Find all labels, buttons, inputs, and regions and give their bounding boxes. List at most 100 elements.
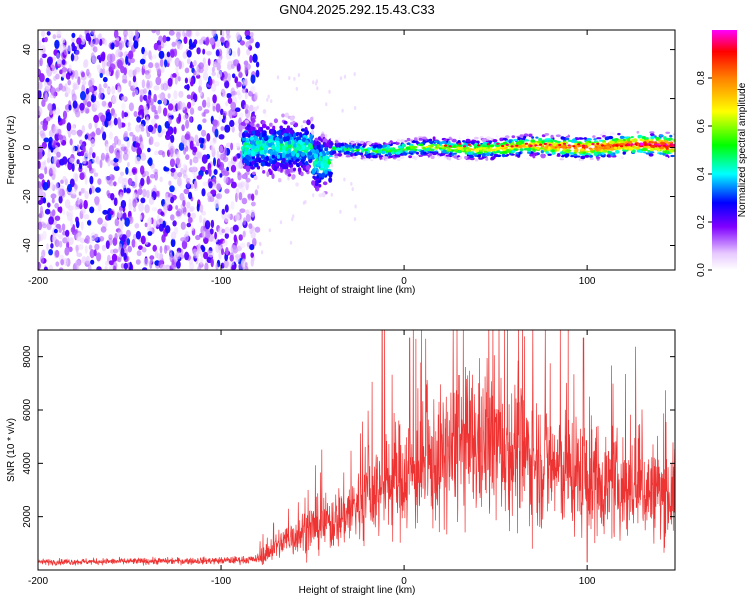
noise-blob bbox=[186, 94, 192, 100]
noise-blob bbox=[253, 92, 258, 101]
noise-blob bbox=[166, 51, 171, 58]
noise-blob bbox=[128, 80, 132, 87]
noise-blob bbox=[216, 193, 223, 200]
onset-blob bbox=[276, 154, 281, 159]
noise-blob bbox=[44, 92, 48, 101]
noise-blob bbox=[62, 175, 67, 182]
signal-blob bbox=[669, 149, 674, 153]
signal-blob bbox=[665, 154, 669, 158]
signal-blob bbox=[468, 148, 473, 151]
noise-blob bbox=[157, 124, 162, 134]
noise-blob bbox=[193, 60, 197, 67]
noise-blob bbox=[249, 244, 255, 251]
noise-blob bbox=[109, 131, 113, 140]
onset-blob bbox=[314, 180, 319, 187]
onset-blob bbox=[281, 145, 287, 150]
signal-blob bbox=[529, 153, 534, 157]
onset-blob bbox=[313, 161, 318, 165]
faint-blob bbox=[339, 209, 342, 214]
signal-blob bbox=[570, 155, 574, 158]
signal-peak bbox=[648, 143, 652, 146]
signal-blob bbox=[601, 159, 606, 163]
noise-blob bbox=[215, 39, 221, 48]
noise-blob bbox=[176, 31, 181, 39]
signal-blob bbox=[449, 160, 453, 164]
signal-blob bbox=[649, 131, 655, 134]
noise-blob bbox=[74, 184, 79, 190]
noise-blob bbox=[195, 31, 200, 37]
signal-blob bbox=[502, 141, 507, 145]
onset-blob bbox=[244, 120, 249, 124]
noise-blob bbox=[157, 105, 162, 114]
signal-blob bbox=[508, 140, 512, 144]
signal-blob bbox=[382, 138, 386, 141]
noise-blob bbox=[251, 193, 255, 201]
noise-blob bbox=[44, 36, 48, 43]
noise-blob bbox=[106, 190, 110, 197]
onset-blob bbox=[289, 130, 295, 135]
noise-blob bbox=[56, 151, 61, 158]
signal-blob bbox=[411, 140, 417, 143]
signal-blob bbox=[335, 143, 339, 148]
noise-blob bbox=[227, 97, 233, 104]
noise-blob bbox=[153, 219, 157, 229]
noise-blob bbox=[236, 81, 242, 88]
signal-blob bbox=[397, 158, 401, 161]
signal-blob bbox=[429, 151, 435, 154]
noise-blob bbox=[151, 118, 157, 126]
onset-blob bbox=[311, 180, 316, 186]
noise-blob bbox=[242, 230, 246, 238]
noise-blob bbox=[211, 79, 215, 84]
signal-blob bbox=[341, 155, 345, 158]
noise-blob bbox=[207, 58, 211, 66]
signal-blob bbox=[380, 159, 384, 163]
noise-blob bbox=[43, 266, 48, 270]
noise-blob bbox=[85, 108, 90, 114]
noise-blob bbox=[155, 30, 161, 36]
noise-blob bbox=[114, 232, 118, 241]
noise-blob bbox=[231, 111, 238, 116]
noise-blob bbox=[93, 233, 99, 242]
noise-blob bbox=[174, 75, 178, 85]
noise-blob bbox=[76, 264, 80, 270]
onset-blob bbox=[241, 132, 246, 138]
noise-blob bbox=[127, 177, 133, 186]
noise-blob bbox=[71, 32, 76, 39]
signal-blob bbox=[452, 149, 459, 152]
noise-blob bbox=[58, 227, 62, 233]
signal-blob bbox=[466, 135, 470, 138]
noise-blob bbox=[102, 68, 106, 75]
noise-blob bbox=[55, 249, 60, 258]
onset-blob bbox=[277, 144, 281, 150]
noise-blob bbox=[75, 50, 80, 56]
noise-blob bbox=[141, 79, 146, 89]
signal-blob bbox=[345, 134, 350, 139]
onset-blob bbox=[318, 156, 322, 162]
noise-blob bbox=[80, 36, 86, 45]
signal-blob bbox=[443, 132, 448, 135]
noise-blob bbox=[71, 37, 75, 43]
noise-blob bbox=[175, 157, 180, 166]
signal-blob bbox=[628, 146, 634, 151]
noise-blob bbox=[120, 200, 127, 209]
noise-blob bbox=[45, 77, 50, 83]
onset-blob bbox=[311, 168, 316, 175]
signal-blob bbox=[577, 134, 581, 137]
noise-blob bbox=[116, 36, 120, 42]
signal-blob bbox=[443, 158, 447, 163]
onset-blob bbox=[294, 122, 299, 128]
onset-blob bbox=[271, 128, 275, 134]
noise-blob bbox=[206, 101, 211, 108]
onset-blob bbox=[256, 123, 260, 128]
signal-blob bbox=[406, 147, 411, 151]
colorbar-tick-label: 0.6 bbox=[696, 119, 707, 133]
signal-blob bbox=[511, 135, 516, 139]
signal-blob bbox=[412, 146, 416, 150]
signal-blob bbox=[366, 141, 372, 145]
signal-blob bbox=[470, 169, 475, 173]
onset-blob bbox=[325, 120, 330, 127]
noise-blob bbox=[48, 216, 54, 225]
noise-blob bbox=[89, 175, 94, 185]
noise-blob bbox=[193, 70, 197, 76]
noise-blob bbox=[249, 38, 254, 44]
